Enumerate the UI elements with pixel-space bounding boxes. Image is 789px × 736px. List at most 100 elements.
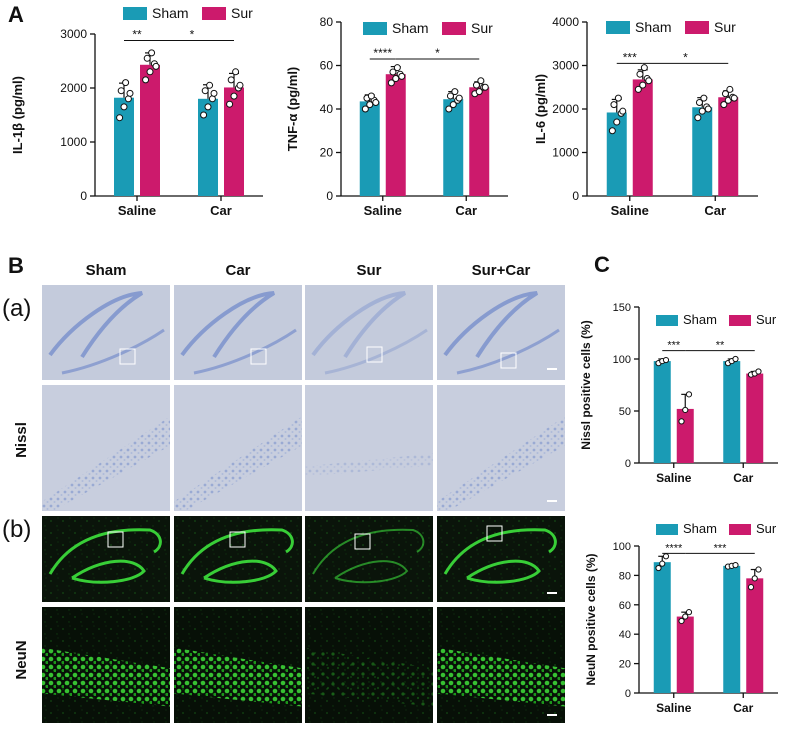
data-point <box>152 62 160 70</box>
y-tick-label: 0 <box>80 189 87 203</box>
y-tick-label: 0 <box>572 189 579 203</box>
data-point <box>698 107 706 115</box>
data-point <box>143 54 151 62</box>
bar-sur-saline <box>676 616 694 693</box>
micrograph-neun-high-3 <box>305 607 433 723</box>
data-point <box>685 391 693 398</box>
panel-label-c: C <box>594 252 610 277</box>
data-point <box>392 75 400 83</box>
data-point <box>655 564 662 572</box>
legend-swatch-sur <box>729 524 751 535</box>
dentate-outline <box>456 328 560 375</box>
x-tick-label: Car <box>210 203 232 218</box>
data-point <box>116 114 124 122</box>
data-point <box>367 92 375 100</box>
column-header-sur: Sur <box>356 262 381 279</box>
panel-label-a: A <box>8 2 24 27</box>
data-point <box>361 105 369 113</box>
dentate-outline <box>203 559 278 584</box>
significance-label: *** <box>667 340 681 352</box>
data-point <box>445 105 453 113</box>
bar-sham-car <box>723 361 741 463</box>
y-tick-label: 40 <box>619 629 631 641</box>
hippocampus-outline <box>312 528 425 575</box>
data-point <box>232 68 240 76</box>
dentate-outline <box>324 328 428 375</box>
x-tick-label: Saline <box>611 203 649 218</box>
hippocampus-outline <box>48 528 162 575</box>
bar-sham-car <box>198 98 218 196</box>
data-point <box>122 79 130 87</box>
data-point <box>634 85 642 93</box>
legend-swatch-sham <box>123 7 147 20</box>
data-point <box>366 101 374 109</box>
y-tick-label: 3000 <box>60 27 87 41</box>
legend-label-sur: Sur <box>714 19 736 35</box>
data-point <box>472 81 480 89</box>
column-header-sur-car: Sur+Car <box>472 262 531 279</box>
data-point <box>720 101 728 109</box>
y-tick-label: 0 <box>625 688 631 700</box>
micrograph-neun-high-2 <box>174 607 302 723</box>
bar-sham-saline <box>653 361 671 463</box>
data-point <box>200 111 208 119</box>
legend-label-sham: Sham <box>683 312 717 327</box>
legend-label-sur: Sur <box>756 521 777 536</box>
data-point <box>682 613 689 620</box>
data-point <box>639 81 647 89</box>
bar-sur-saline <box>140 64 160 196</box>
data-point <box>695 98 703 106</box>
data-point <box>393 64 401 72</box>
data-point <box>685 609 693 616</box>
y-tick-label: 20 <box>619 659 631 671</box>
legend-swatch-sham <box>656 524 678 535</box>
significance-label: * <box>683 50 688 64</box>
data-point <box>206 81 214 89</box>
micrograph-neun-low-2 <box>174 516 302 602</box>
data-point <box>120 103 128 111</box>
inset-box <box>107 531 124 548</box>
data-point <box>662 356 670 364</box>
y-tick-label: 100 <box>613 354 631 366</box>
micrograph-nissl-high-4 <box>437 385 565 511</box>
data-point <box>126 89 134 97</box>
bar-sham-saline <box>653 562 671 693</box>
chart-neun-positive: 0 20 40 60 80 100 NeuN positive cells (%) Salin… <box>584 521 778 715</box>
x-tick-label: Saline <box>656 701 692 715</box>
bar-sur-saline <box>632 79 653 196</box>
legend-swatch-sur <box>202 7 226 20</box>
y-tick-label: 150 <box>613 302 631 314</box>
data-point <box>148 49 156 57</box>
x-tick-label: Car <box>733 701 753 715</box>
pyramidal-layer <box>42 416 170 511</box>
pyramidal-layer <box>437 416 565 511</box>
bar-sham-car <box>443 99 464 196</box>
significance-label: * <box>190 27 195 41</box>
data-point <box>704 105 712 113</box>
row-label-neun: NeuN <box>13 640 30 679</box>
y-tick-label: 50 <box>619 406 631 418</box>
data-point <box>636 70 644 78</box>
data-point <box>610 101 618 109</box>
data-point <box>204 103 212 111</box>
inset-box <box>486 525 503 542</box>
data-point <box>613 118 621 126</box>
bar-sur-car <box>469 87 490 196</box>
data-point <box>747 584 755 591</box>
micrograph-nissl-low-4 <box>437 285 565 380</box>
data-point <box>700 94 708 102</box>
micrograph-neun-high-4 <box>437 607 565 723</box>
data-point <box>475 88 483 96</box>
legend-label-sham: Sham <box>683 521 717 536</box>
data-point <box>678 418 685 425</box>
x-tick-label: Car <box>455 203 477 218</box>
micrograph-nissl-high-1 <box>42 385 170 511</box>
data-point <box>446 92 454 100</box>
data-point <box>142 76 150 84</box>
bar-sur-saline <box>385 74 406 196</box>
bar-sham-saline <box>114 97 134 196</box>
hippocampus-outline <box>443 291 539 359</box>
